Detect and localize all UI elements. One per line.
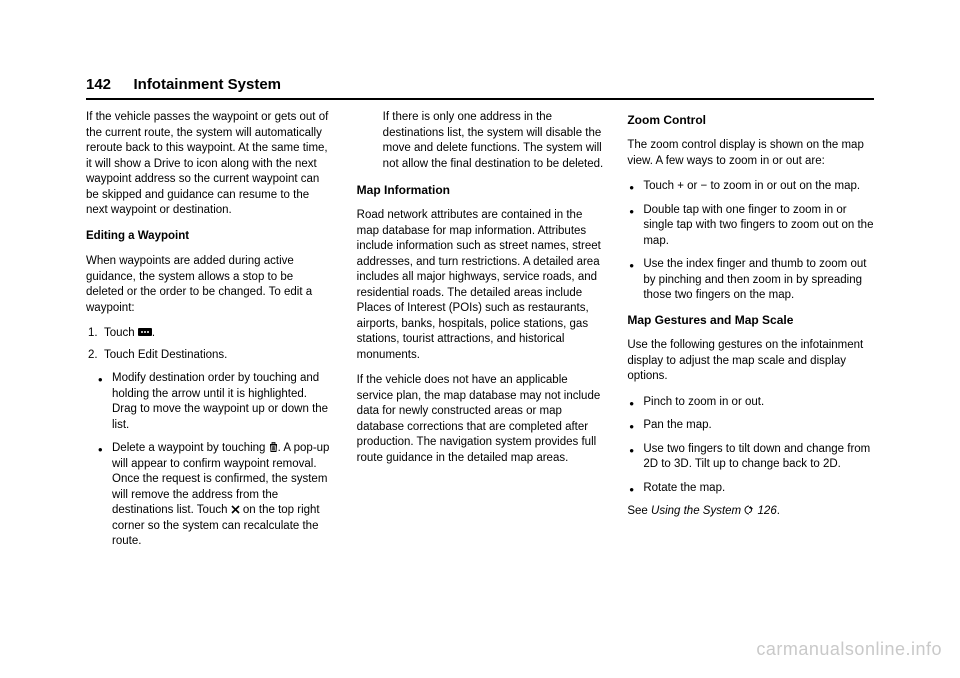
list-item: Modify destination order by touching and… [86, 371, 333, 433]
section-heading-gestures: Map Gestures and Map Scale [627, 312, 874, 328]
cross-reference: See Using the System 126. [627, 504, 874, 521]
close-icon [231, 505, 240, 514]
section-heading-map-info: Map Information [357, 182, 604, 198]
list-item: Use two fingers to tilt down and change … [627, 442, 874, 473]
bullet-list: Pinch to zoom in or out. Pan the map. Us… [627, 395, 874, 497]
column-2: If there is only one address in the dest… [357, 110, 604, 558]
paragraph: Use the following gestures on the infota… [627, 338, 874, 385]
section-heading-zoom: Zoom Control [627, 112, 874, 128]
content-columns: If the vehicle passes the waypoint or ge… [86, 110, 874, 558]
bullet-list: Touch + or − to zoom in or out on the ma… [627, 179, 874, 304]
numbered-list: Touch . Touch Edit Destinations. [86, 326, 333, 363]
reference-page: 126 [754, 505, 776, 517]
column-3: Zoom Control The zoom control display is… [627, 110, 874, 558]
paragraph: The zoom control display is shown on the… [627, 138, 874, 169]
text: Touch [104, 327, 138, 339]
subheading-editing-waypoint: Editing a Waypoint [86, 229, 333, 245]
list-item: Touch + or − to zoom in or out on the ma… [627, 179, 874, 195]
watermark: carmanualsonline.info [756, 639, 942, 660]
page-header: 142 Infotainment System [86, 76, 874, 100]
column-1: If the vehicle passes the waypoint or ge… [86, 110, 333, 558]
text: See [627, 505, 651, 517]
list-item: Touch Edit Destinations. [86, 348, 333, 364]
list-item: Pan the map. [627, 418, 874, 434]
manual-page: 142 Infotainment System If the vehicle p… [0, 0, 960, 578]
list-item: Rotate the map. [627, 481, 874, 497]
indented-paragraph: If there is only one address in the dest… [357, 110, 604, 172]
paragraph: Road network attributes are contained in… [357, 208, 604, 363]
list-item: Double tap with one finger to zoom in or… [627, 203, 874, 250]
paragraph: If the vehicle does not have an applicab… [357, 373, 604, 466]
trash-icon [269, 442, 278, 452]
list-item: Delete a waypoint by touching . A pop-up… [86, 441, 333, 550]
text: . [777, 505, 780, 517]
list-item: Pinch to zoom in or out. [627, 395, 874, 411]
reference-title: Using the System [651, 505, 744, 517]
list-item: Touch . [86, 326, 333, 342]
ellipsis-icon [138, 327, 152, 337]
bullet-list: Modify destination order by touching and… [86, 371, 333, 550]
page-number: 142 [86, 76, 111, 93]
text: Delete a waypoint by touching [112, 442, 269, 454]
link-icon [744, 505, 754, 521]
list-item: Use the index finger and thumb to zoom o… [627, 257, 874, 304]
chapter-title: Infotainment System [133, 76, 281, 93]
paragraph: When waypoints are added during active g… [86, 254, 333, 316]
paragraph: If the vehicle passes the waypoint or ge… [86, 110, 333, 219]
text: . [152, 327, 155, 339]
